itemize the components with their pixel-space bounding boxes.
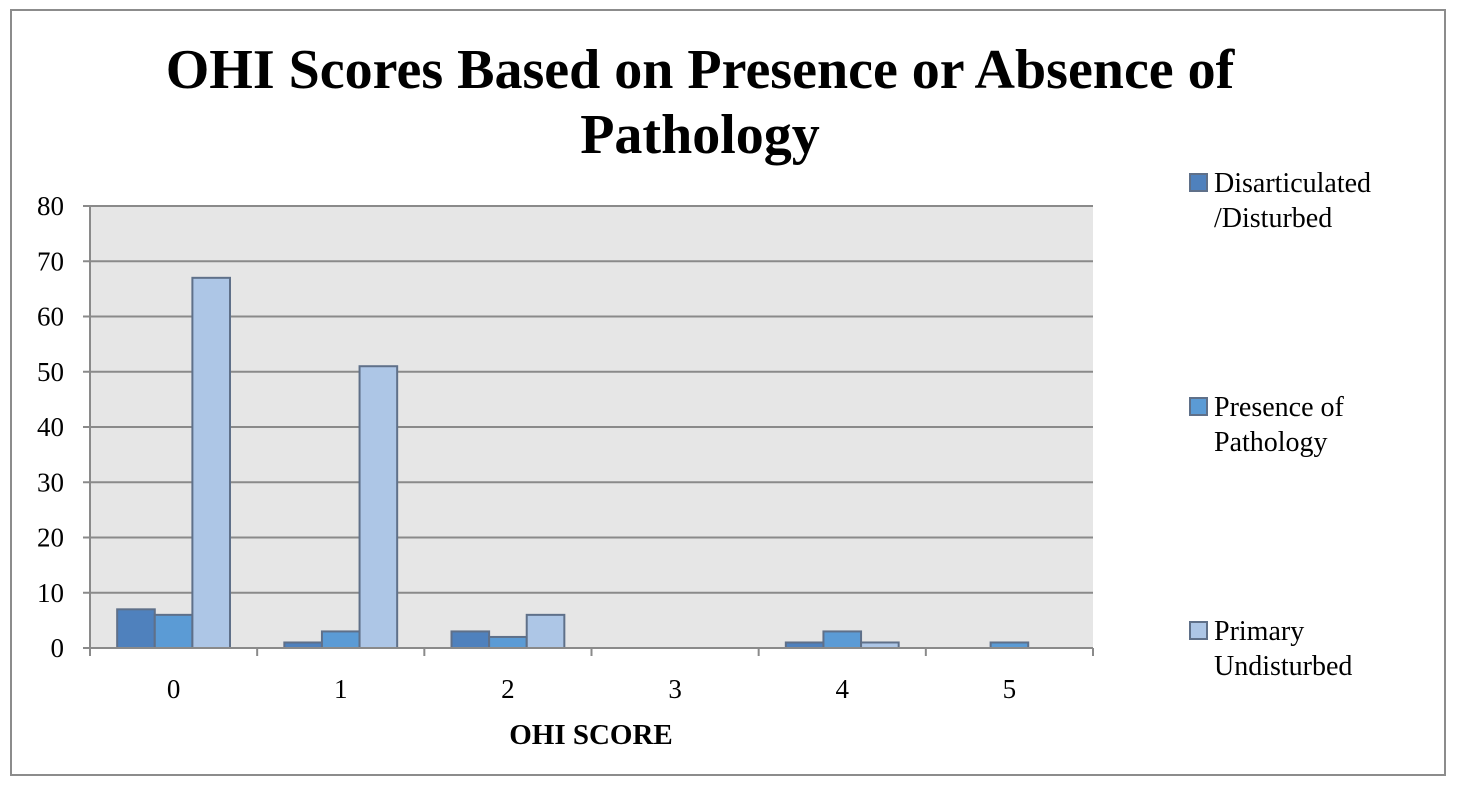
y-tick-label: 50 xyxy=(37,357,64,387)
y-tick-label: 40 xyxy=(37,412,64,442)
bar xyxy=(358,365,399,649)
bar xyxy=(488,635,528,650)
chart-title-line-1: OHI Scores Based on Presence or Absence … xyxy=(166,39,1236,101)
y-tick-label: 10 xyxy=(37,578,64,608)
legend-label: Pathology xyxy=(1214,427,1328,458)
legend-swatch xyxy=(1189,397,1208,416)
x-tick-labels: 0 1 2 3 4 5 xyxy=(167,674,1016,704)
x-tick-label: 1 xyxy=(334,674,348,704)
x-tick-label: 5 xyxy=(1003,674,1017,704)
bars xyxy=(116,276,1030,650)
bar xyxy=(450,630,491,649)
y-tick-label: 60 xyxy=(37,302,64,332)
y-tick-label: 0 xyxy=(51,633,65,663)
gridlines xyxy=(90,205,1093,594)
bar xyxy=(153,613,194,649)
x-tick-label: 2 xyxy=(501,674,515,704)
x-tick-label: 0 xyxy=(167,674,181,704)
y-tick-labels: 0 10 20 30 40 50 60 70 80 xyxy=(37,191,64,663)
legend-item: Presence of Pathology xyxy=(1189,392,1345,458)
y-tick-label: 80 xyxy=(37,191,64,221)
bar xyxy=(525,613,566,649)
legend-label: Disarticulated xyxy=(1214,168,1371,199)
x-tick-label: 4 xyxy=(836,674,850,704)
bar xyxy=(320,630,361,649)
legend-label: /Disturbed xyxy=(1214,203,1332,234)
bar xyxy=(191,276,232,649)
x-tick-label: 3 xyxy=(668,674,682,704)
legend-swatch xyxy=(1189,173,1208,192)
legend-swatch xyxy=(1189,621,1208,640)
legend-label: Primary xyxy=(1214,616,1304,647)
chart-title-line-2: Pathology xyxy=(580,104,820,166)
y-tick-label: 70 xyxy=(37,246,64,276)
x-axis-title: OHI SCORE xyxy=(509,719,673,751)
bar xyxy=(822,630,863,649)
legend-label: Undisturbed xyxy=(1214,651,1352,682)
legend-label: Presence of xyxy=(1214,392,1345,423)
legend-item: Disarticulated/Disturbed xyxy=(1189,168,1371,234)
y-tick-label: 30 xyxy=(37,467,64,497)
legend-item: Primary Undisturbed xyxy=(1189,616,1352,682)
y-tick-label: 20 xyxy=(37,523,64,553)
legend: Disarticulated/Disturbed Presence of Patho… xyxy=(1189,168,1371,682)
bar xyxy=(116,608,156,650)
axes xyxy=(83,205,1094,656)
